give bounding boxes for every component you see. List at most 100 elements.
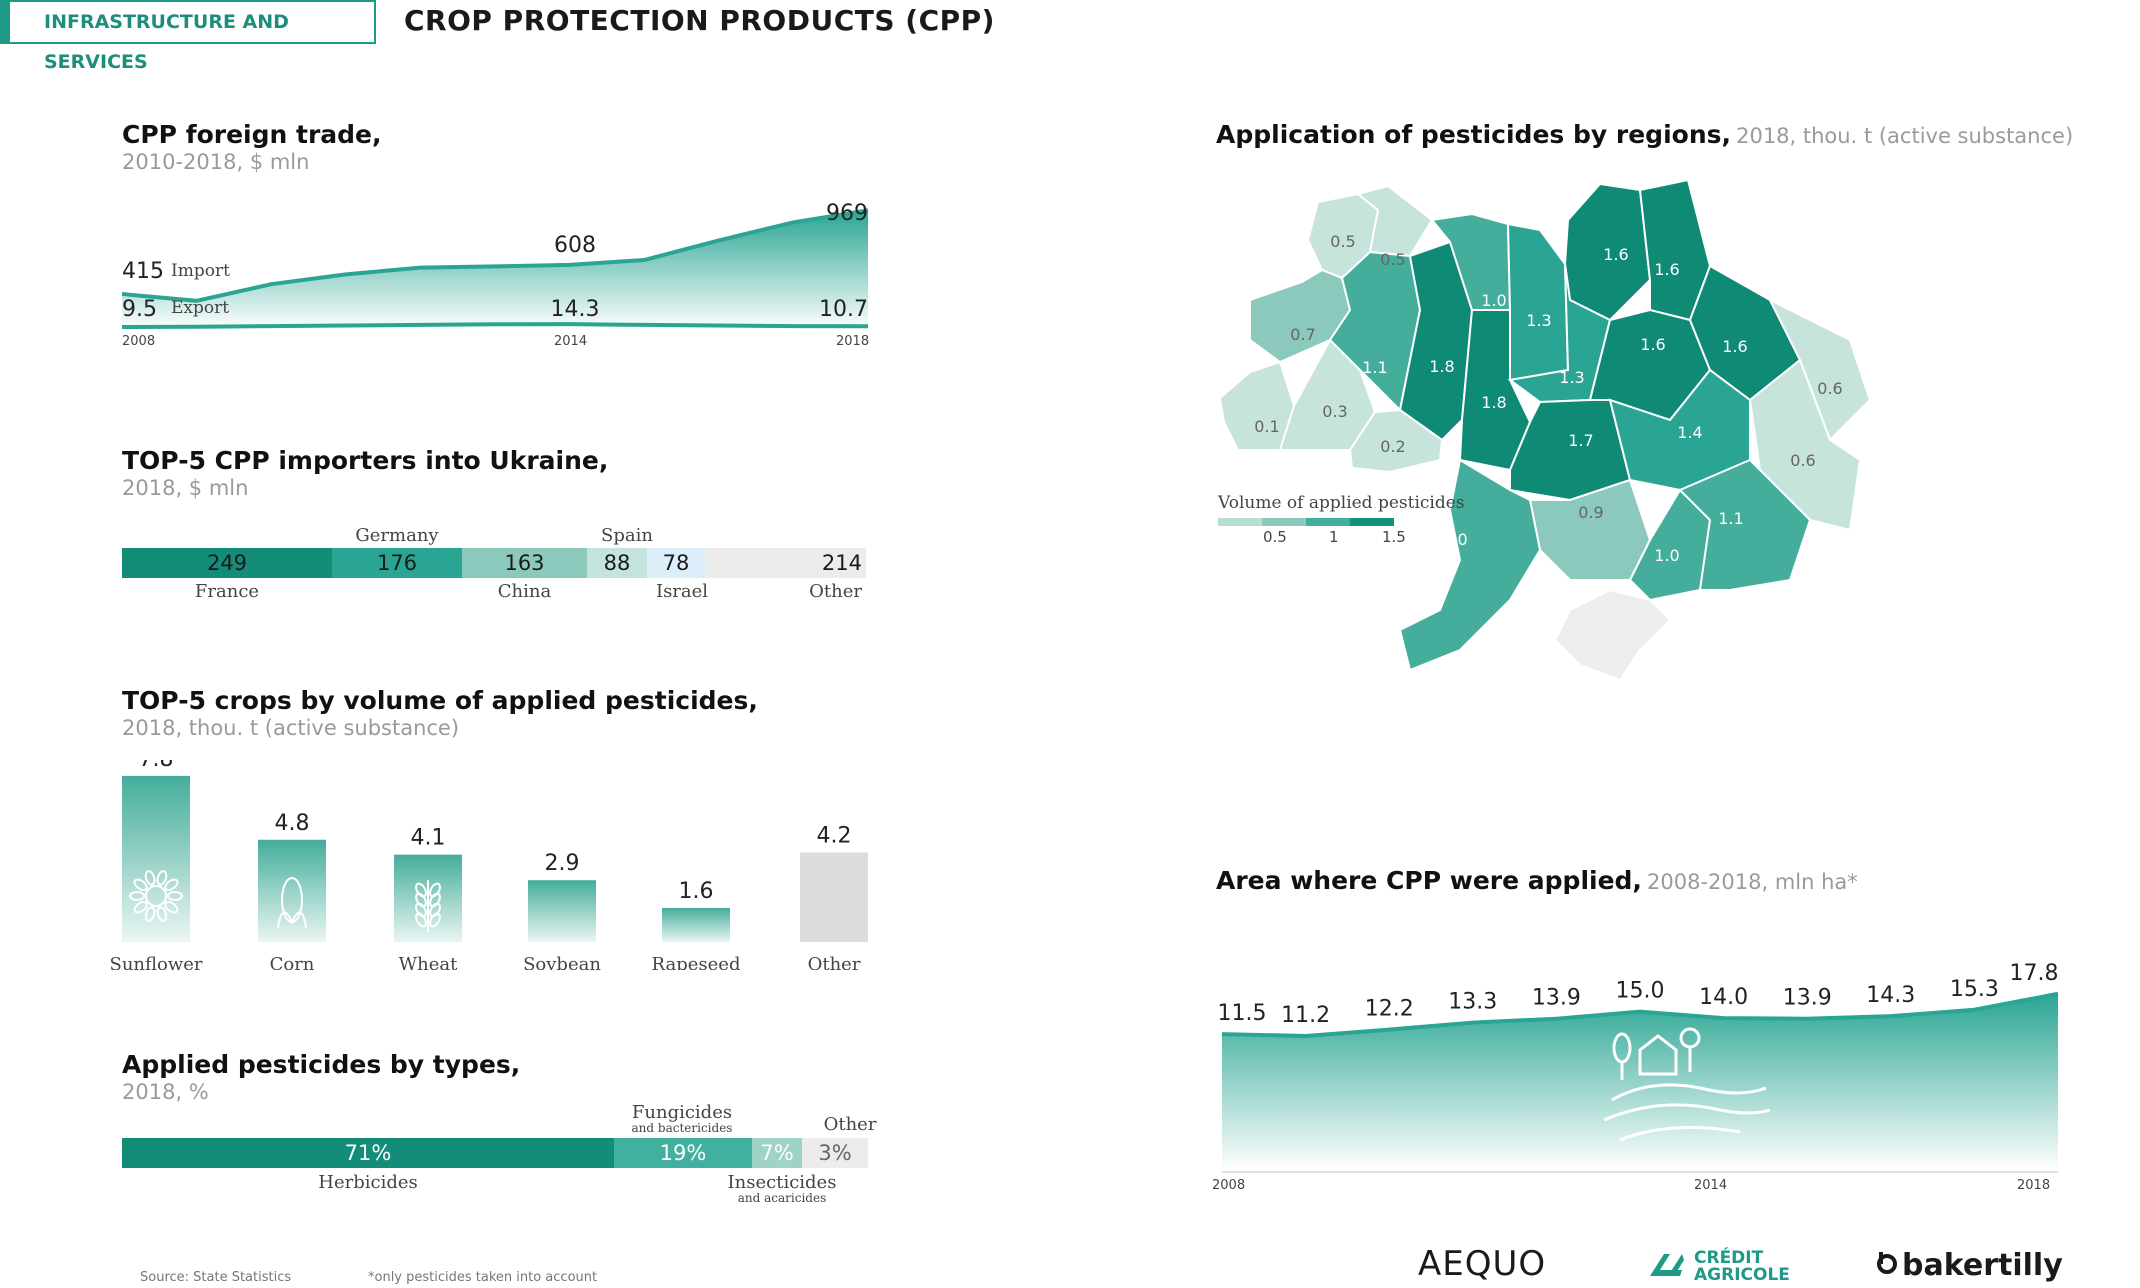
importers-subtitle: 2018, $ mln [122, 476, 249, 500]
map-region-value: 1.0 [1481, 291, 1506, 310]
map-region-value: 1.1 [1718, 509, 1743, 528]
map-region [1506, 222, 1570, 382]
area-value-label: 13.3 [1448, 990, 1497, 1015]
map-region-value: 0.1 [1254, 417, 1279, 436]
map-region-value: 1.8 [1429, 357, 1454, 376]
type-note-fungicides: and bactericides [631, 1121, 733, 1135]
trade-value-label: 14.3 [551, 297, 600, 322]
credit-agricole-mark-icon [1646, 1250, 1686, 1280]
trade-tick-2014: 2014 [554, 334, 588, 349]
section-tag: INFRASTRUCTURE AND SERVICES [0, 0, 376, 73]
types-subtitle: 2018, % [122, 1080, 209, 1104]
map-region-crimea [1553, 588, 1672, 682]
map-region [1458, 309, 1532, 472]
type-segment-herbicides: 71% [122, 1138, 614, 1168]
map-region [1398, 458, 1542, 672]
importer-segment-israel: 78 [647, 548, 705, 578]
map-region-value: 1.7 [1568, 431, 1593, 450]
area-tick-2008: 2008 [1212, 1178, 1246, 1193]
page-title: CROP PROTECTION PRODUCTS (CPP) [404, 4, 995, 37]
importer-segment-china: 163 [462, 548, 587, 578]
sunflower-icon [129, 870, 183, 922]
corn-icon [277, 877, 307, 929]
import-series-label: Import [171, 261, 230, 281]
map-region [1218, 360, 1296, 451]
map-legend-title: Volume of applied pesticides [1218, 493, 1465, 513]
crop-category-label: Soybean [523, 954, 601, 970]
importers-bar: 249 176 163 88 78 214 [122, 548, 866, 578]
legend-tick-15: 1.5 [1382, 528, 1406, 546]
crops-subtitle: 2018, thou. t (active substance) [122, 716, 460, 740]
area-value-label: 11.5 [1218, 1001, 1267, 1026]
crop-category-label: Corn [270, 954, 315, 970]
farm-icon [1603, 1027, 1771, 1142]
map-legend-scale [1218, 518, 1394, 526]
types-title: Applied pesticides by types, [122, 1050, 521, 1079]
map-region-value: 1.8 [1481, 393, 1506, 412]
importer-segment-germany: 176 [332, 548, 462, 578]
map-region [1678, 458, 1812, 591]
type-label-other: Other [823, 1114, 877, 1135]
trade-value-label: 9.5 [122, 297, 157, 322]
type-note-insecticides: and acaricides [737, 1191, 827, 1205]
trade-value-label: 969 [826, 201, 868, 226]
map-region-value: 1.6 [1654, 260, 1679, 279]
trade-tick-2018: 2018 [836, 334, 870, 349]
map-region [1348, 408, 1444, 474]
crop-value-label: 4.8 [275, 811, 310, 836]
type-label-insecticides: Insecticides [727, 1172, 837, 1193]
area-chart: 11.5 11.2 12.2 13.3 13.9 15.0 14.0 13.9 14.3 15.3… [1218, 961, 2058, 1173]
map-region-value: 0.5 [1380, 250, 1405, 269]
area-value-label: 11.2 [1281, 1003, 1330, 1028]
map-title: Application of pesticides by regions, [1216, 120, 1731, 149]
crops-chart: 7.8 Sunflower 4.8 Corn 4.1 Wheat 2.9 Soybean 1.6… [109, 760, 868, 970]
map-region [1767, 297, 1872, 442]
aequo-logo: AEQUO [1418, 1244, 1547, 1284]
area-value-label: 13.9 [1783, 986, 1832, 1011]
export-series-label: Export [171, 298, 230, 318]
map-region-value: 1.3 [1526, 311, 1551, 330]
crop-bar [528, 880, 596, 942]
importer-segment-other: 214 [705, 548, 866, 578]
crop-bar [662, 907, 730, 942]
bakertilly-mark-icon [1876, 1250, 1898, 1276]
footnote: *only pesticides taken into account [368, 1270, 598, 1285]
crop-bar [122, 775, 190, 942]
wheat-icon [415, 880, 441, 932]
importer-label-israel: Israel [655, 581, 709, 602]
type-label-fungicides: Fungicides [631, 1102, 733, 1123]
types-bar: 71% 19% 7% 3% [122, 1138, 868, 1168]
import-area [122, 210, 868, 330]
map-region-value: 0.3 [1322, 402, 1347, 421]
type-segment-other: 3% [802, 1138, 868, 1168]
area-title: Area where CPP were applied, [1216, 866, 1642, 895]
importer-segment-spain: 88 [587, 548, 647, 578]
area-value-label: 12.2 [1365, 997, 1414, 1022]
map-region-value: 1.6 [1722, 337, 1747, 356]
area-value-label: 14.0 [1699, 985, 1748, 1010]
map-region-value: 0.6 [1817, 379, 1842, 398]
map-region-value: 0.6 [1790, 451, 1815, 470]
crop-value-label: 4.1 [411, 826, 446, 851]
credit-agricole-line-2: AGRICOLE [1694, 1265, 1790, 1285]
trade-value-label: 608 [554, 233, 596, 258]
map-region-value: 0.5 [1330, 232, 1355, 251]
export-line [121, 322, 869, 329]
area-tick-2014: 2014 [1694, 1178, 1728, 1193]
ukraine-map: 0.5 0.5 0.7 0.1 0.3 1.1 1.8 0.2 1.0 1.3 1.8 1.6 1.6 1… [1218, 178, 1872, 682]
map-region-value: 1.0 [1654, 546, 1679, 565]
trade-value-label: 415 [122, 259, 164, 284]
area-fill [1222, 993, 2058, 1170]
legend-tick-1: 1 [1329, 528, 1339, 546]
map-region-value: 0.9 [1578, 503, 1603, 522]
crops-title: TOP-5 crops by volume of applied pestici… [122, 686, 758, 715]
crop-category-label: Wheat [399, 954, 458, 970]
map-region-value: 1.3 [1559, 368, 1584, 387]
crop-value-label: 7.8 [139, 760, 174, 772]
trade-value-label: 10.7 [819, 297, 868, 322]
importer-label-china: China [497, 581, 552, 602]
importer-label-germany: Germany [355, 525, 439, 546]
map-region-value: 1.0 [1442, 530, 1467, 549]
map-region-value: 1.4 [1677, 423, 1702, 442]
map-region-value: 0.7 [1290, 325, 1315, 344]
